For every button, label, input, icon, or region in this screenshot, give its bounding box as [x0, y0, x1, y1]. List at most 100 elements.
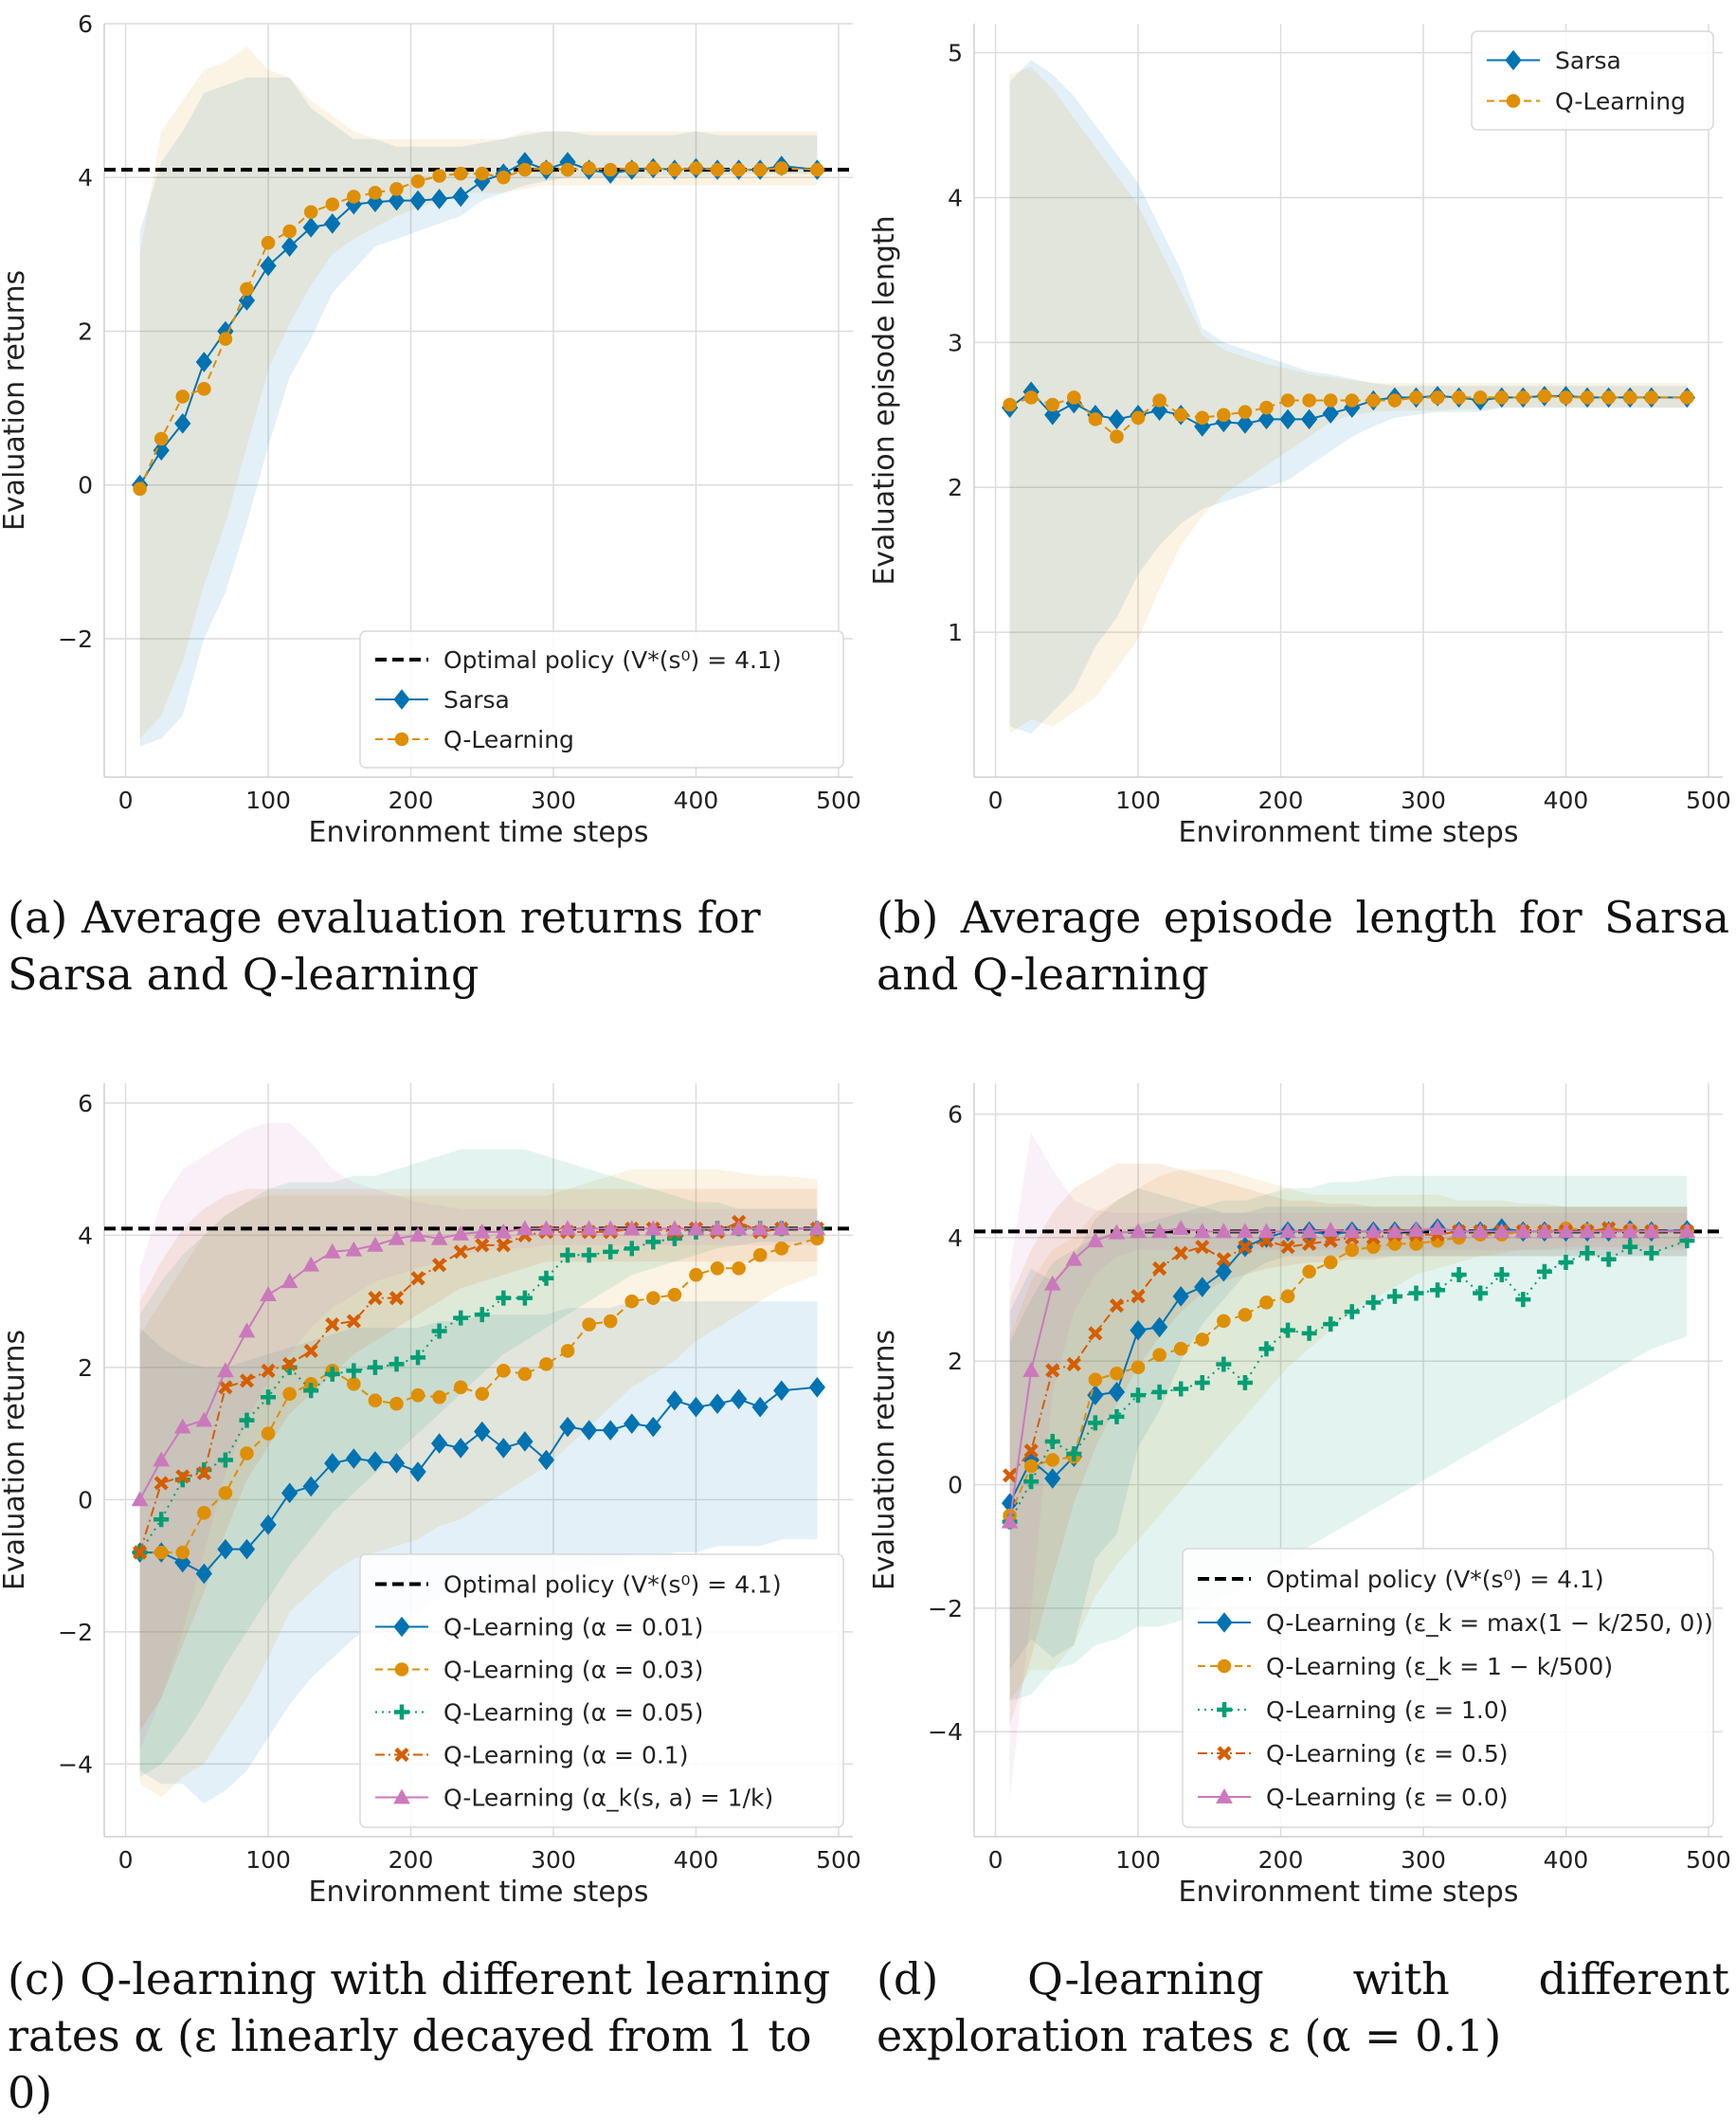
point — [302, 217, 319, 238]
y-tick-label: 6 — [78, 10, 93, 38]
point — [1430, 390, 1445, 405]
point — [773, 1380, 790, 1402]
point — [430, 1229, 448, 1245]
point — [389, 1396, 404, 1411]
x-tick-label: 200 — [1258, 1846, 1304, 1874]
legend-label: Q-Learning (ε = 0.0) — [1266, 1784, 1509, 1811]
point — [1257, 1223, 1275, 1239]
caption-c: (c) Q-learning with different learning r… — [8, 1953, 831, 2118]
y-tick-label: 0 — [78, 472, 93, 499]
band-3 — [139, 1149, 818, 1778]
point — [1067, 390, 1081, 405]
point — [410, 174, 425, 189]
chart-c: 0 100 200 300 400 500 −4 −2 0 2 4 6 Environment time… — [0, 1083, 861, 1909]
point — [452, 1438, 469, 1459]
point — [1045, 1453, 1060, 1467]
x-tick-label: 100 — [245, 787, 291, 814]
point — [1644, 390, 1659, 405]
point — [195, 352, 212, 372]
point — [324, 213, 341, 234]
point — [538, 1270, 554, 1286]
point — [1300, 1223, 1318, 1239]
point — [347, 1377, 361, 1391]
point — [175, 1545, 190, 1560]
point — [218, 332, 233, 346]
point — [1023, 1443, 1039, 1459]
point — [1365, 1295, 1382, 1311]
point — [1408, 1285, 1424, 1301]
point — [196, 1465, 211, 1481]
point — [240, 1446, 254, 1460]
point — [710, 162, 725, 177]
point — [1386, 1288, 1402, 1304]
y-axis-label: Evaluation episode length — [868, 215, 901, 585]
point — [388, 190, 406, 211]
point — [260, 1286, 277, 1302]
point — [1494, 390, 1510, 405]
point — [1043, 1275, 1061, 1291]
x-tick-label: 300 — [1401, 1846, 1446, 1874]
x-tick-label: 400 — [674, 787, 719, 814]
legend-marker — [394, 1747, 409, 1763]
point — [175, 1469, 190, 1484]
point — [1492, 1223, 1510, 1239]
legend-label: Optimal policy (V*(s⁰) = 4.1) — [1266, 1566, 1604, 1593]
point — [1621, 1223, 1639, 1239]
legend: Optimal policy (V*(s⁰) = 4.1) Q-Learning … — [1182, 1548, 1714, 1828]
point — [430, 189, 448, 209]
y-tick-label: 2 — [78, 317, 93, 345]
point — [1195, 410, 1210, 426]
point — [1173, 1381, 1189, 1397]
point — [1194, 1375, 1210, 1391]
y-tick-label: −4 — [928, 1718, 963, 1746]
point — [238, 1322, 256, 1338]
y-tick-label: 4 — [948, 184, 963, 211]
point — [217, 1538, 234, 1560]
point — [1259, 400, 1274, 415]
point — [1130, 410, 1146, 426]
point — [1345, 1242, 1360, 1258]
point — [1580, 1245, 1596, 1261]
series-line-2 — [138, 167, 818, 490]
point — [389, 182, 404, 196]
legend-label: Q-Learning (ε = 0.5) — [1266, 1740, 1509, 1768]
point — [282, 1356, 298, 1371]
point — [432, 169, 446, 183]
legend-label: Optimal policy (V*(s⁰) = 4.1) — [443, 1571, 782, 1599]
legend-marker — [1505, 49, 1522, 71]
point — [1023, 1474, 1040, 1490]
point — [218, 1486, 233, 1500]
point — [1302, 1236, 1317, 1252]
point — [687, 1220, 705, 1236]
point — [1579, 1223, 1596, 1239]
point — [1366, 393, 1381, 408]
point — [1237, 1223, 1254, 1239]
point — [751, 1396, 769, 1418]
point — [282, 224, 297, 239]
point — [1536, 1263, 1552, 1279]
point — [261, 235, 276, 250]
point — [1537, 389, 1552, 404]
legend-label: Sarsa — [443, 686, 510, 714]
point — [1152, 1348, 1166, 1363]
x-tick-label: 100 — [1115, 787, 1161, 814]
point — [1023, 1459, 1039, 1474]
point — [710, 1260, 725, 1276]
x-tick-label: 200 — [389, 787, 434, 814]
x-tick-label: 300 — [531, 787, 576, 814]
legend-marker — [1217, 1659, 1232, 1674]
point — [324, 1366, 340, 1382]
point — [1409, 390, 1423, 405]
point — [1152, 1260, 1167, 1277]
point — [197, 382, 211, 396]
x-axis-label: Environment time steps — [1179, 1876, 1519, 1909]
point — [1087, 1232, 1104, 1248]
point — [1217, 1314, 1231, 1329]
point — [1215, 1223, 1233, 1239]
point — [1172, 1220, 1190, 1236]
legend-marker — [394, 1662, 409, 1677]
band-3 — [1009, 1175, 1688, 1701]
caption-a: (a) Average evaluation returns for Sarsa… — [8, 892, 761, 1000]
x-tick-label: 100 — [245, 1846, 291, 1874]
point — [389, 1356, 405, 1372]
